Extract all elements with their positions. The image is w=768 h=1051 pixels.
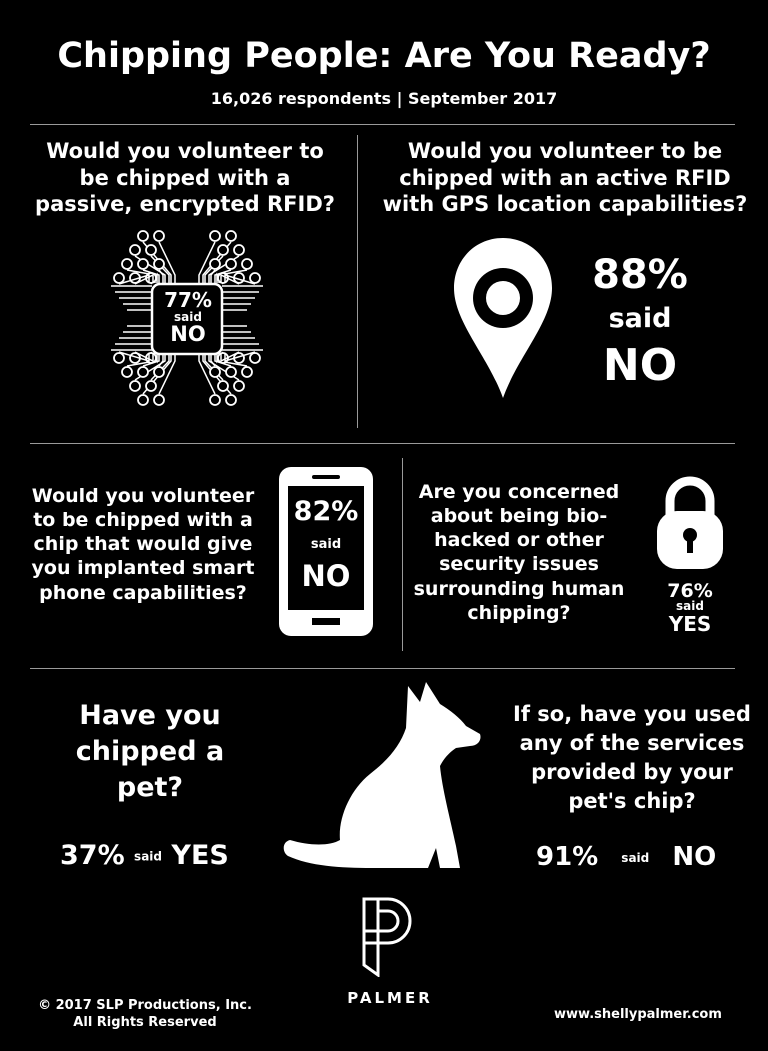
question-passive-rfid: Would you volunteer to be chipped with a… xyxy=(35,139,335,217)
q5-percent: 37% xyxy=(60,840,125,871)
q1-said: said xyxy=(174,310,202,324)
q3-answer: NO xyxy=(301,559,351,593)
divider xyxy=(402,458,403,651)
subtitle: 16,026 respondents | September 2017 xyxy=(210,89,558,108)
question-smartphone-chip: Would you volunteer to be chipped with a… xyxy=(31,485,255,604)
q5-answer: YES xyxy=(171,840,229,871)
q6-answer: NO xyxy=(672,842,717,872)
divider xyxy=(30,124,735,125)
question-security-concern: Are you concerned about being bio-hacked… xyxy=(413,481,625,624)
q6-result: 91% said NO xyxy=(536,842,716,872)
padlock-icon xyxy=(657,476,723,569)
question-gps-rfid: Would you volunteer to be chipped with a… xyxy=(382,139,748,217)
q6-percent: 91% xyxy=(536,842,599,872)
dog-icon xyxy=(283,682,481,868)
divider xyxy=(30,668,735,669)
divider xyxy=(357,135,358,428)
q2-answer: NO xyxy=(602,340,678,391)
question-pet-chipped: Have you chipped a pet? xyxy=(75,700,225,803)
smartphone-icon xyxy=(279,467,373,636)
circuit-chip-icon xyxy=(111,230,263,406)
q2-percent: 88% xyxy=(592,252,688,298)
palmer-logo-icon xyxy=(362,897,412,977)
q5-result: 37% said YES xyxy=(60,840,229,871)
q4-percent: 76% xyxy=(667,580,713,602)
q6-said: said xyxy=(621,850,650,865)
page-title: Chipping People: Are You Ready? xyxy=(57,36,711,76)
q3-percent: 82% xyxy=(293,496,359,527)
q4-said: said xyxy=(676,599,704,613)
divider xyxy=(30,443,735,444)
rights-reserved: All Rights Reserved xyxy=(73,1015,217,1030)
q3-said: said xyxy=(310,537,342,552)
question-pet-chip-services: If so, have you used any of the services… xyxy=(513,702,751,813)
q5-said: said xyxy=(134,849,162,864)
q1-percent: 77% xyxy=(164,288,212,312)
q4-answer: YES xyxy=(668,612,712,636)
copyright: © 2017 SLP Productions, Inc. xyxy=(38,998,252,1013)
website-link[interactable]: www.shellypalmer.com xyxy=(554,1007,722,1022)
q2-said: said xyxy=(608,303,672,334)
palmer-logo-text: PALMER xyxy=(347,989,433,1007)
q1-answer: NO xyxy=(170,322,206,346)
map-pin-icon xyxy=(454,238,552,398)
